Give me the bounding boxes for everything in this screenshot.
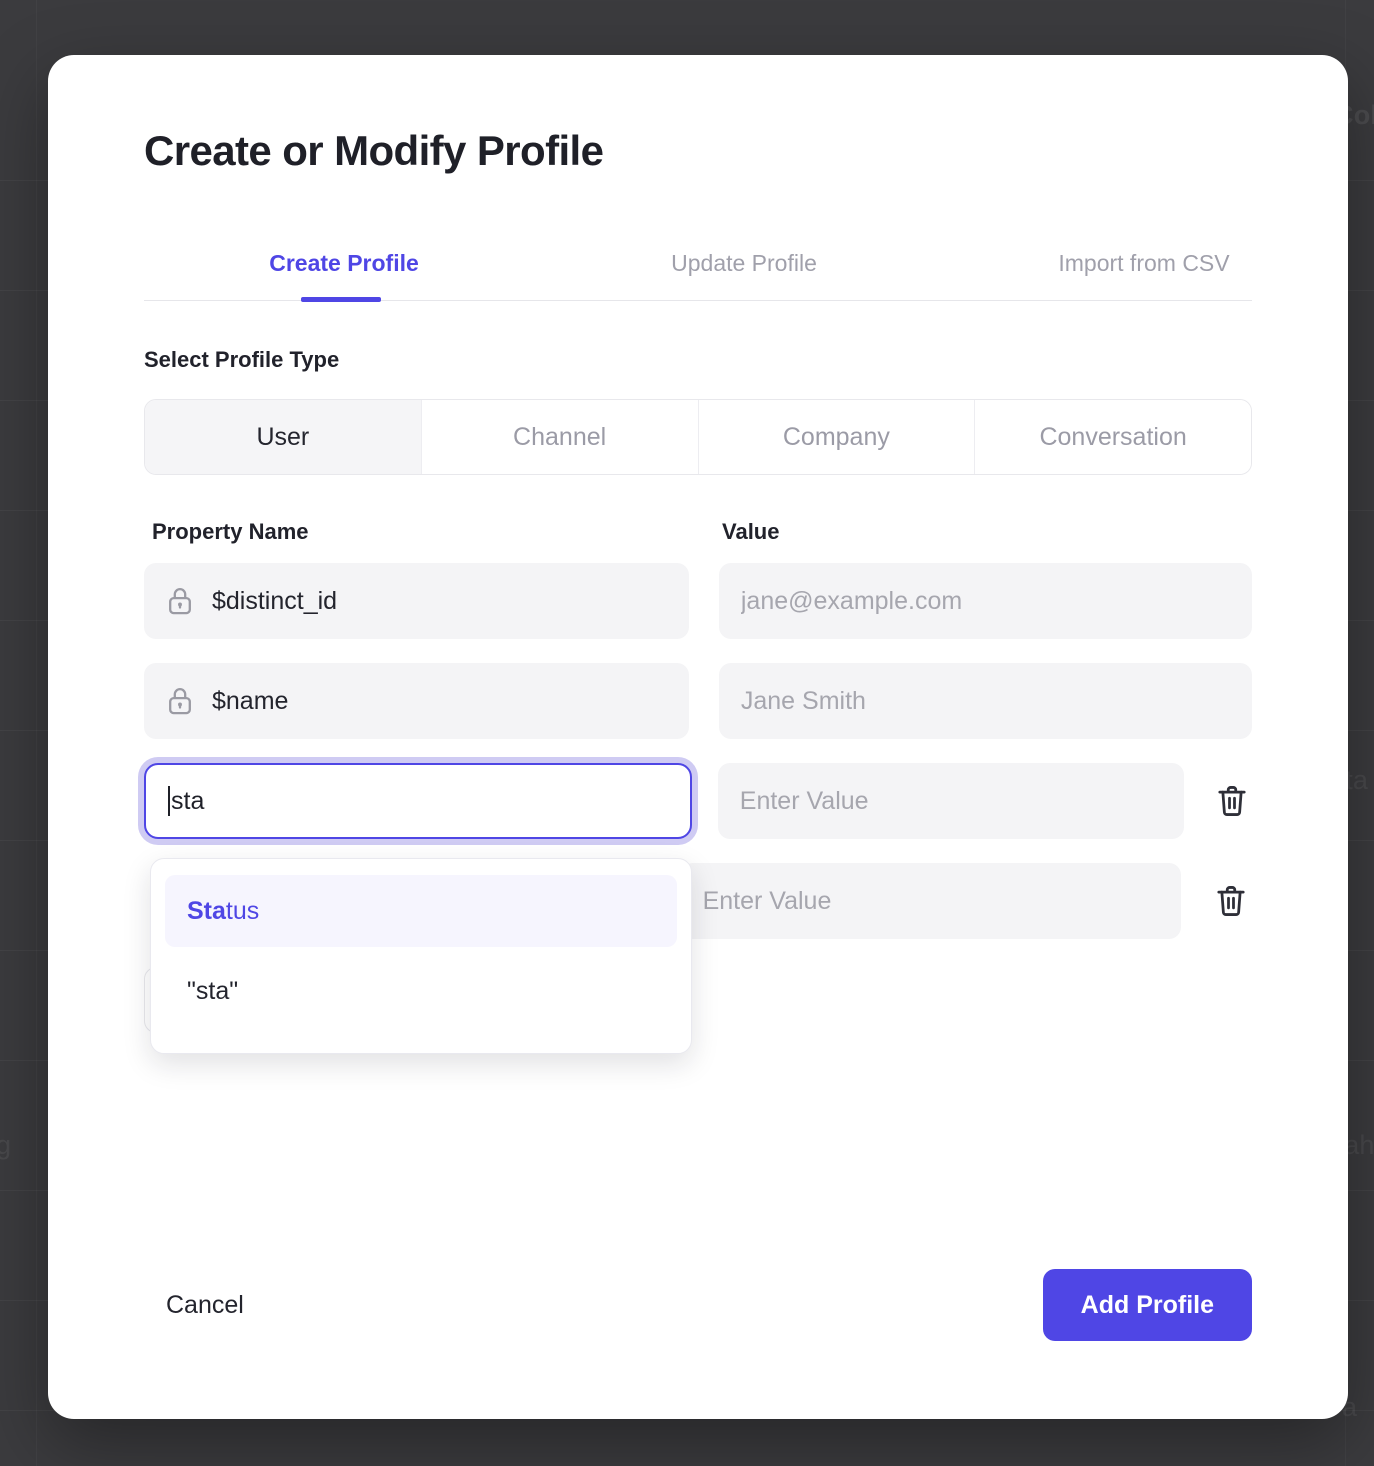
- select-profile-type-label: Select Profile Type: [144, 347, 340, 372]
- property-value-input[interactable]: [718, 663, 1252, 739]
- lock-icon: [166, 586, 194, 616]
- tab-import-from-csv[interactable]: Import from CSV: [944, 227, 1344, 300]
- dialog-footer: Cancel Add Profile: [144, 1269, 1252, 1341]
- background-text-fragment: g: [0, 1130, 12, 1160]
- add-profile-button[interactable]: Add Profile: [1042, 1269, 1252, 1341]
- property-value-input[interactable]: [718, 563, 1252, 639]
- cancel-button[interactable]: Cancel: [144, 1281, 266, 1330]
- text-cursor: [168, 786, 170, 816]
- autocomplete-option-status[interactable]: Sta tus: [165, 875, 677, 947]
- column-header-value: Value: [722, 519, 780, 544]
- property-row: $distinct_id: [144, 563, 1252, 639]
- property-row: $name: [144, 663, 1252, 739]
- property-name-value: $name: [212, 686, 289, 715]
- property-row: [144, 863, 1252, 939]
- property-value-input[interactable]: [680, 863, 1182, 939]
- property-rows: $distinct_id $name: [144, 563, 1252, 1054]
- property-value-input[interactable]: [717, 763, 1185, 839]
- property-name-field-locked: $distinct_id: [144, 563, 690, 639]
- property-name-typed-text: sta: [171, 786, 205, 815]
- autocomplete-match-prefix: Sta: [187, 896, 226, 925]
- property-name-combobox-wrapper: sta Sta tus "sta": [144, 763, 692, 1054]
- trash-icon: [1215, 783, 1249, 819]
- trash-icon: [1214, 883, 1248, 919]
- delete-property-button[interactable]: [1212, 778, 1252, 824]
- active-tab-indicator: [301, 297, 381, 302]
- property-table-header: Property Name Value: [144, 519, 1252, 545]
- tab-update-profile[interactable]: Update Profile: [544, 227, 944, 300]
- create-or-modify-profile-dialog: Create or Modify Profile Create Profile …: [48, 55, 1348, 1419]
- property-name-input-focused[interactable]: sta: [144, 763, 692, 839]
- autocomplete-option-literal[interactable]: "sta": [187, 976, 239, 1005]
- tab-bar: Create Profile Update Profile Import fro…: [144, 227, 1252, 302]
- property-name-autocomplete-dropdown: Sta tus "sta": [150, 858, 692, 1054]
- autocomplete-match-suffix: tus: [225, 896, 260, 925]
- lock-icon: [166, 686, 194, 716]
- profile-type-option-conversation[interactable]: Conversation: [974, 400, 1251, 474]
- profile-type-option-user[interactable]: User: [145, 400, 421, 474]
- profile-type-option-company[interactable]: Company: [697, 400, 975, 474]
- profile-type-segmented-control: User Channel Company Conversation: [144, 399, 1252, 475]
- column-header-property-name: Property Name: [152, 519, 309, 544]
- tab-create-profile[interactable]: Create Profile: [144, 227, 544, 300]
- dialog-title: Create or Modify Profile: [144, 127, 604, 174]
- profile-type-option-channel[interactable]: Channel: [420, 400, 698, 474]
- property-name-value: $distinct_id: [212, 586, 338, 615]
- delete-property-button[interactable]: [1209, 878, 1252, 924]
- property-row: sta Sta tus "sta": [144, 763, 1252, 1054]
- property-name-field-locked: $name: [144, 663, 690, 739]
